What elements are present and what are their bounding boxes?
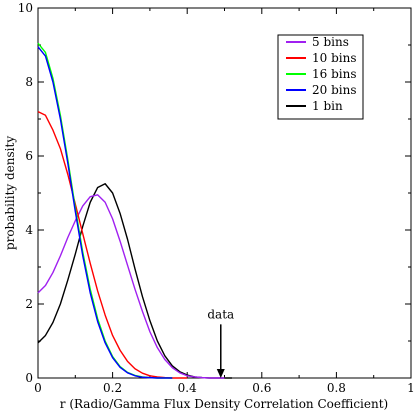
data-annotation: data: [207, 307, 234, 378]
legend-label: 20 bins: [312, 83, 357, 97]
y-tick-label: 6: [25, 149, 33, 163]
x-axis-label: r (Radio/Gamma Flux Density Correlation …: [60, 397, 388, 411]
y-tick-label: 0: [25, 371, 33, 385]
annotation-arrow-head: [216, 369, 225, 378]
x-tick-label: 0: [34, 381, 42, 395]
y-tick-label: 8: [25, 75, 33, 89]
legend-label: 16 bins: [312, 67, 357, 81]
legend-label: 5 bins: [312, 35, 349, 49]
legend-label: 1 bin: [312, 99, 343, 113]
annotation-label: data: [207, 307, 234, 321]
y-tick-label: 2: [25, 297, 33, 311]
series-line-10-bins: [37, 110, 188, 379]
legend-label: 10 bins: [312, 51, 357, 65]
legend-items: 5 bins 10 bins 16 bins 20 bins 1 bin: [286, 35, 357, 113]
series-line-20-bins: [37, 46, 173, 379]
y-axis-label: probability density: [3, 136, 17, 250]
series-line-1-bin: [37, 183, 232, 379]
x-tick-label: 0.2: [103, 381, 122, 395]
x-tick-label: 0.8: [327, 381, 346, 395]
y-tick-label: 10: [18, 1, 33, 15]
series-line-5-bins: [37, 194, 225, 379]
y-tick-label: 4: [25, 223, 33, 237]
x-tick-label: 1: [407, 381, 415, 395]
x-tick-label: 0.4: [178, 381, 197, 395]
series-layer: [37, 42, 232, 379]
legend: 5 bins 10 bins 16 bins 20 bins 1 bin: [277, 34, 364, 120]
x-tick-label: 0.6: [252, 381, 271, 395]
